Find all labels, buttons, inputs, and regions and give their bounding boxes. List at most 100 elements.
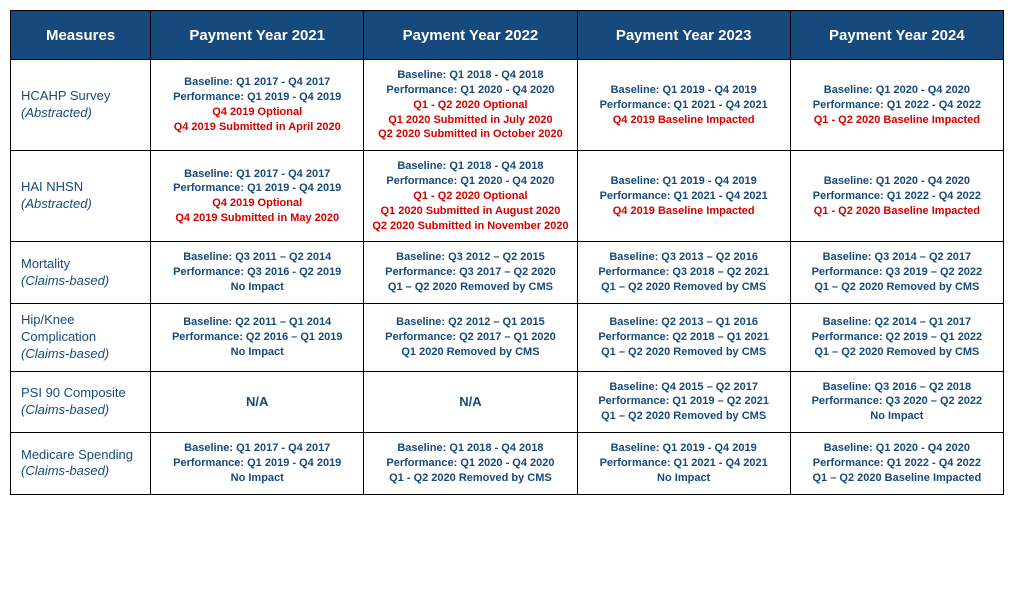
- cell-line: Q1 – Q2 2020 Removed by CMS: [797, 280, 997, 295]
- cell-line: Performance: Q3 2019 – Q2 2022: [797, 265, 997, 280]
- cell-line: Baseline: Q1 2018 - Q4 2018: [370, 159, 570, 174]
- cell-line: No Impact: [157, 280, 357, 295]
- cell-line: Baseline: Q1 2019 - Q4 2019: [584, 441, 784, 456]
- data-cell: Baseline: Q1 2017 - Q4 2017Performance: …: [151, 433, 364, 495]
- cell-line: Performance: Q1 2019 – Q2 2021: [584, 394, 784, 409]
- measure-cell: HAI NHSN(Abstracted): [11, 151, 151, 242]
- cell-line: Performance: Q3 2020 – Q2 2022: [797, 394, 997, 409]
- cell-line: Performance: Q3 2018 – Q2 2021: [584, 265, 784, 280]
- cell-line: Q4 2019 Baseline Impacted: [584, 204, 784, 219]
- col-header-measures: Measures: [11, 11, 151, 60]
- data-cell: Baseline: Q2 2011 – Q1 2014Performance: …: [151, 303, 364, 371]
- data-cell: Baseline: Q1 2020 - Q4 2020Performance: …: [790, 151, 1003, 242]
- measure-name: Mortality: [21, 256, 144, 273]
- cell-line: Baseline: Q3 2012 – Q2 2015: [370, 250, 570, 265]
- cell-line: Performance: Q1 2019 - Q4 2019: [157, 90, 357, 105]
- measure-cell: HCAHP Survey(Abstracted): [11, 60, 151, 151]
- cell-line: N/A: [370, 393, 570, 411]
- data-cell: Baseline: Q1 2018 - Q4 2018Performance: …: [364, 433, 577, 495]
- cell-line: Baseline: Q4 2015 – Q2 2017: [584, 380, 784, 395]
- cell-line: Q1 2020 Submitted in July 2020: [370, 113, 570, 128]
- cell-line: Q4 2019 Optional: [157, 105, 357, 120]
- measure-type: (Abstracted): [21, 196, 144, 213]
- cell-line: Baseline: Q3 2013 – Q2 2016: [584, 250, 784, 265]
- cell-line: Baseline: Q3 2014 – Q2 2017: [797, 250, 997, 265]
- cell-line: Q4 2019 Submitted in April 2020: [157, 120, 357, 135]
- cell-line: Performance: Q1 2022 - Q4 2022: [797, 456, 997, 471]
- cell-line: Performance: Q1 2020 - Q4 2020: [370, 83, 570, 98]
- cell-line: Baseline: Q1 2019 - Q4 2019: [584, 174, 784, 189]
- cell-line: Q1 – Q2 2020 Removed by CMS: [584, 345, 784, 360]
- data-cell: Baseline: Q3 2014 – Q2 2017Performance: …: [790, 242, 1003, 304]
- table-row: PSI 90 Composite(Claims-based)N/AN/ABase…: [11, 371, 1004, 433]
- header-row: Measures Payment Year 2021 Payment Year …: [11, 11, 1004, 60]
- measure-name: HCAHP Survey: [21, 88, 144, 105]
- cell-line: Baseline: Q1 2017 - Q4 2017: [157, 441, 357, 456]
- data-cell: Baseline: Q1 2020 - Q4 2020Performance: …: [790, 60, 1003, 151]
- cell-line: No Impact: [157, 471, 357, 486]
- cell-line: Q2 2020 Submitted in October 2020: [370, 127, 570, 142]
- data-cell: Baseline: Q1 2017 - Q4 2017Performance: …: [151, 151, 364, 242]
- cell-line: Performance: Q1 2019 - Q4 2019: [157, 456, 357, 471]
- cell-line: Performance: Q2 2019 – Q1 2022: [797, 330, 997, 345]
- cell-line: Q1 2020 Removed by CMS: [370, 345, 570, 360]
- measure-type: (Abstracted): [21, 105, 144, 122]
- measure-type: (Claims-based): [21, 346, 144, 363]
- cell-line: Q1 - Q2 2020 Optional: [370, 189, 570, 204]
- cell-line: No Impact: [797, 409, 997, 424]
- table-body: HCAHP Survey(Abstracted)Baseline: Q1 201…: [11, 60, 1004, 495]
- data-cell: Baseline: Q1 2020 - Q4 2020Performance: …: [790, 433, 1003, 495]
- col-header-py2024: Payment Year 2024: [790, 11, 1003, 60]
- cell-line: Baseline: Q2 2012 – Q1 2015: [370, 315, 570, 330]
- data-cell: Baseline: Q1 2019 - Q4 2019Performance: …: [577, 433, 790, 495]
- measure-name: Medicare Spending: [21, 447, 144, 464]
- cell-line: Q2 2020 Submitted in November 2020: [370, 219, 570, 234]
- cell-line: Q1 - Q2 2020 Optional: [370, 98, 570, 113]
- measure-cell: Medicare Spending(Claims-based): [11, 433, 151, 495]
- data-cell: N/A: [364, 371, 577, 433]
- data-cell: Baseline: Q1 2017 - Q4 2017Performance: …: [151, 60, 364, 151]
- table-row: HCAHP Survey(Abstracted)Baseline: Q1 201…: [11, 60, 1004, 151]
- cell-line: Baseline: Q2 2013 – Q1 2016: [584, 315, 784, 330]
- cell-line: Q1 - Q2 2020 Removed by CMS: [370, 471, 570, 486]
- cell-line: Baseline: Q1 2020 - Q4 2020: [797, 174, 997, 189]
- cell-line: Q1 - Q2 2020 Baseline Impacted: [797, 113, 997, 128]
- cell-line: Performance: Q1 2019 - Q4 2019: [157, 181, 357, 196]
- cell-line: Q4 2019 Baseline Impacted: [584, 113, 784, 128]
- cell-line: Q4 2019 Submitted in May 2020: [157, 211, 357, 226]
- cell-line: Performance: Q1 2020 - Q4 2020: [370, 456, 570, 471]
- measure-type: (Claims-based): [21, 402, 144, 419]
- cell-line: Baseline: Q3 2011 – Q2 2014: [157, 250, 357, 265]
- data-cell: Baseline: Q1 2019 - Q4 2019Performance: …: [577, 60, 790, 151]
- table-row: Medicare Spending(Claims-based)Baseline:…: [11, 433, 1004, 495]
- data-cell: N/A: [151, 371, 364, 433]
- cell-line: Baseline: Q2 2014 – Q1 2017: [797, 315, 997, 330]
- measure-type: (Claims-based): [21, 463, 144, 480]
- cell-line: Performance: Q1 2021 - Q4 2021: [584, 189, 784, 204]
- table-row: HAI NHSN(Abstracted)Baseline: Q1 2017 - …: [11, 151, 1004, 242]
- cell-line: Q1 - Q2 2020 Baseline Impacted: [797, 204, 997, 219]
- cell-line: Q4 2019 Optional: [157, 196, 357, 211]
- cell-line: Performance: Q3 2017 – Q2 2020: [370, 265, 570, 280]
- cell-line: Q1 – Q2 2020 Removed by CMS: [370, 280, 570, 295]
- measure-cell: PSI 90 Composite(Claims-based): [11, 371, 151, 433]
- table-row: Hip/Knee Complication(Claims-based)Basel…: [11, 303, 1004, 371]
- cell-line: Baseline: Q1 2020 - Q4 2020: [797, 83, 997, 98]
- cell-line: Baseline: Q1 2019 - Q4 2019: [584, 83, 784, 98]
- cell-line: Baseline: Q1 2018 - Q4 2018: [370, 441, 570, 456]
- data-cell: Baseline: Q1 2018 - Q4 2018Performance: …: [364, 151, 577, 242]
- data-cell: Baseline: Q3 2016 – Q2 2018Performance: …: [790, 371, 1003, 433]
- table-row: Mortality(Claims-based)Baseline: Q3 2011…: [11, 242, 1004, 304]
- data-cell: Baseline: Q2 2014 – Q1 2017Performance: …: [790, 303, 1003, 371]
- cell-line: Q1 – Q2 2020 Baseline Impacted: [797, 471, 997, 486]
- data-cell: Baseline: Q3 2011 – Q2 2014Performance: …: [151, 242, 364, 304]
- data-cell: Baseline: Q4 2015 – Q2 2017Performance: …: [577, 371, 790, 433]
- measure-name: HAI NHSN: [21, 179, 144, 196]
- col-header-py2023: Payment Year 2023: [577, 11, 790, 60]
- cell-line: Q1 2020 Submitted in August 2020: [370, 204, 570, 219]
- cell-line: Performance: Q3 2016 - Q2 2019: [157, 265, 357, 280]
- cell-line: Baseline: Q3 2016 – Q2 2018: [797, 380, 997, 395]
- data-cell: Baseline: Q3 2013 – Q2 2016Performance: …: [577, 242, 790, 304]
- measure-cell: Mortality(Claims-based): [11, 242, 151, 304]
- cell-line: Baseline: Q1 2017 - Q4 2017: [157, 75, 357, 90]
